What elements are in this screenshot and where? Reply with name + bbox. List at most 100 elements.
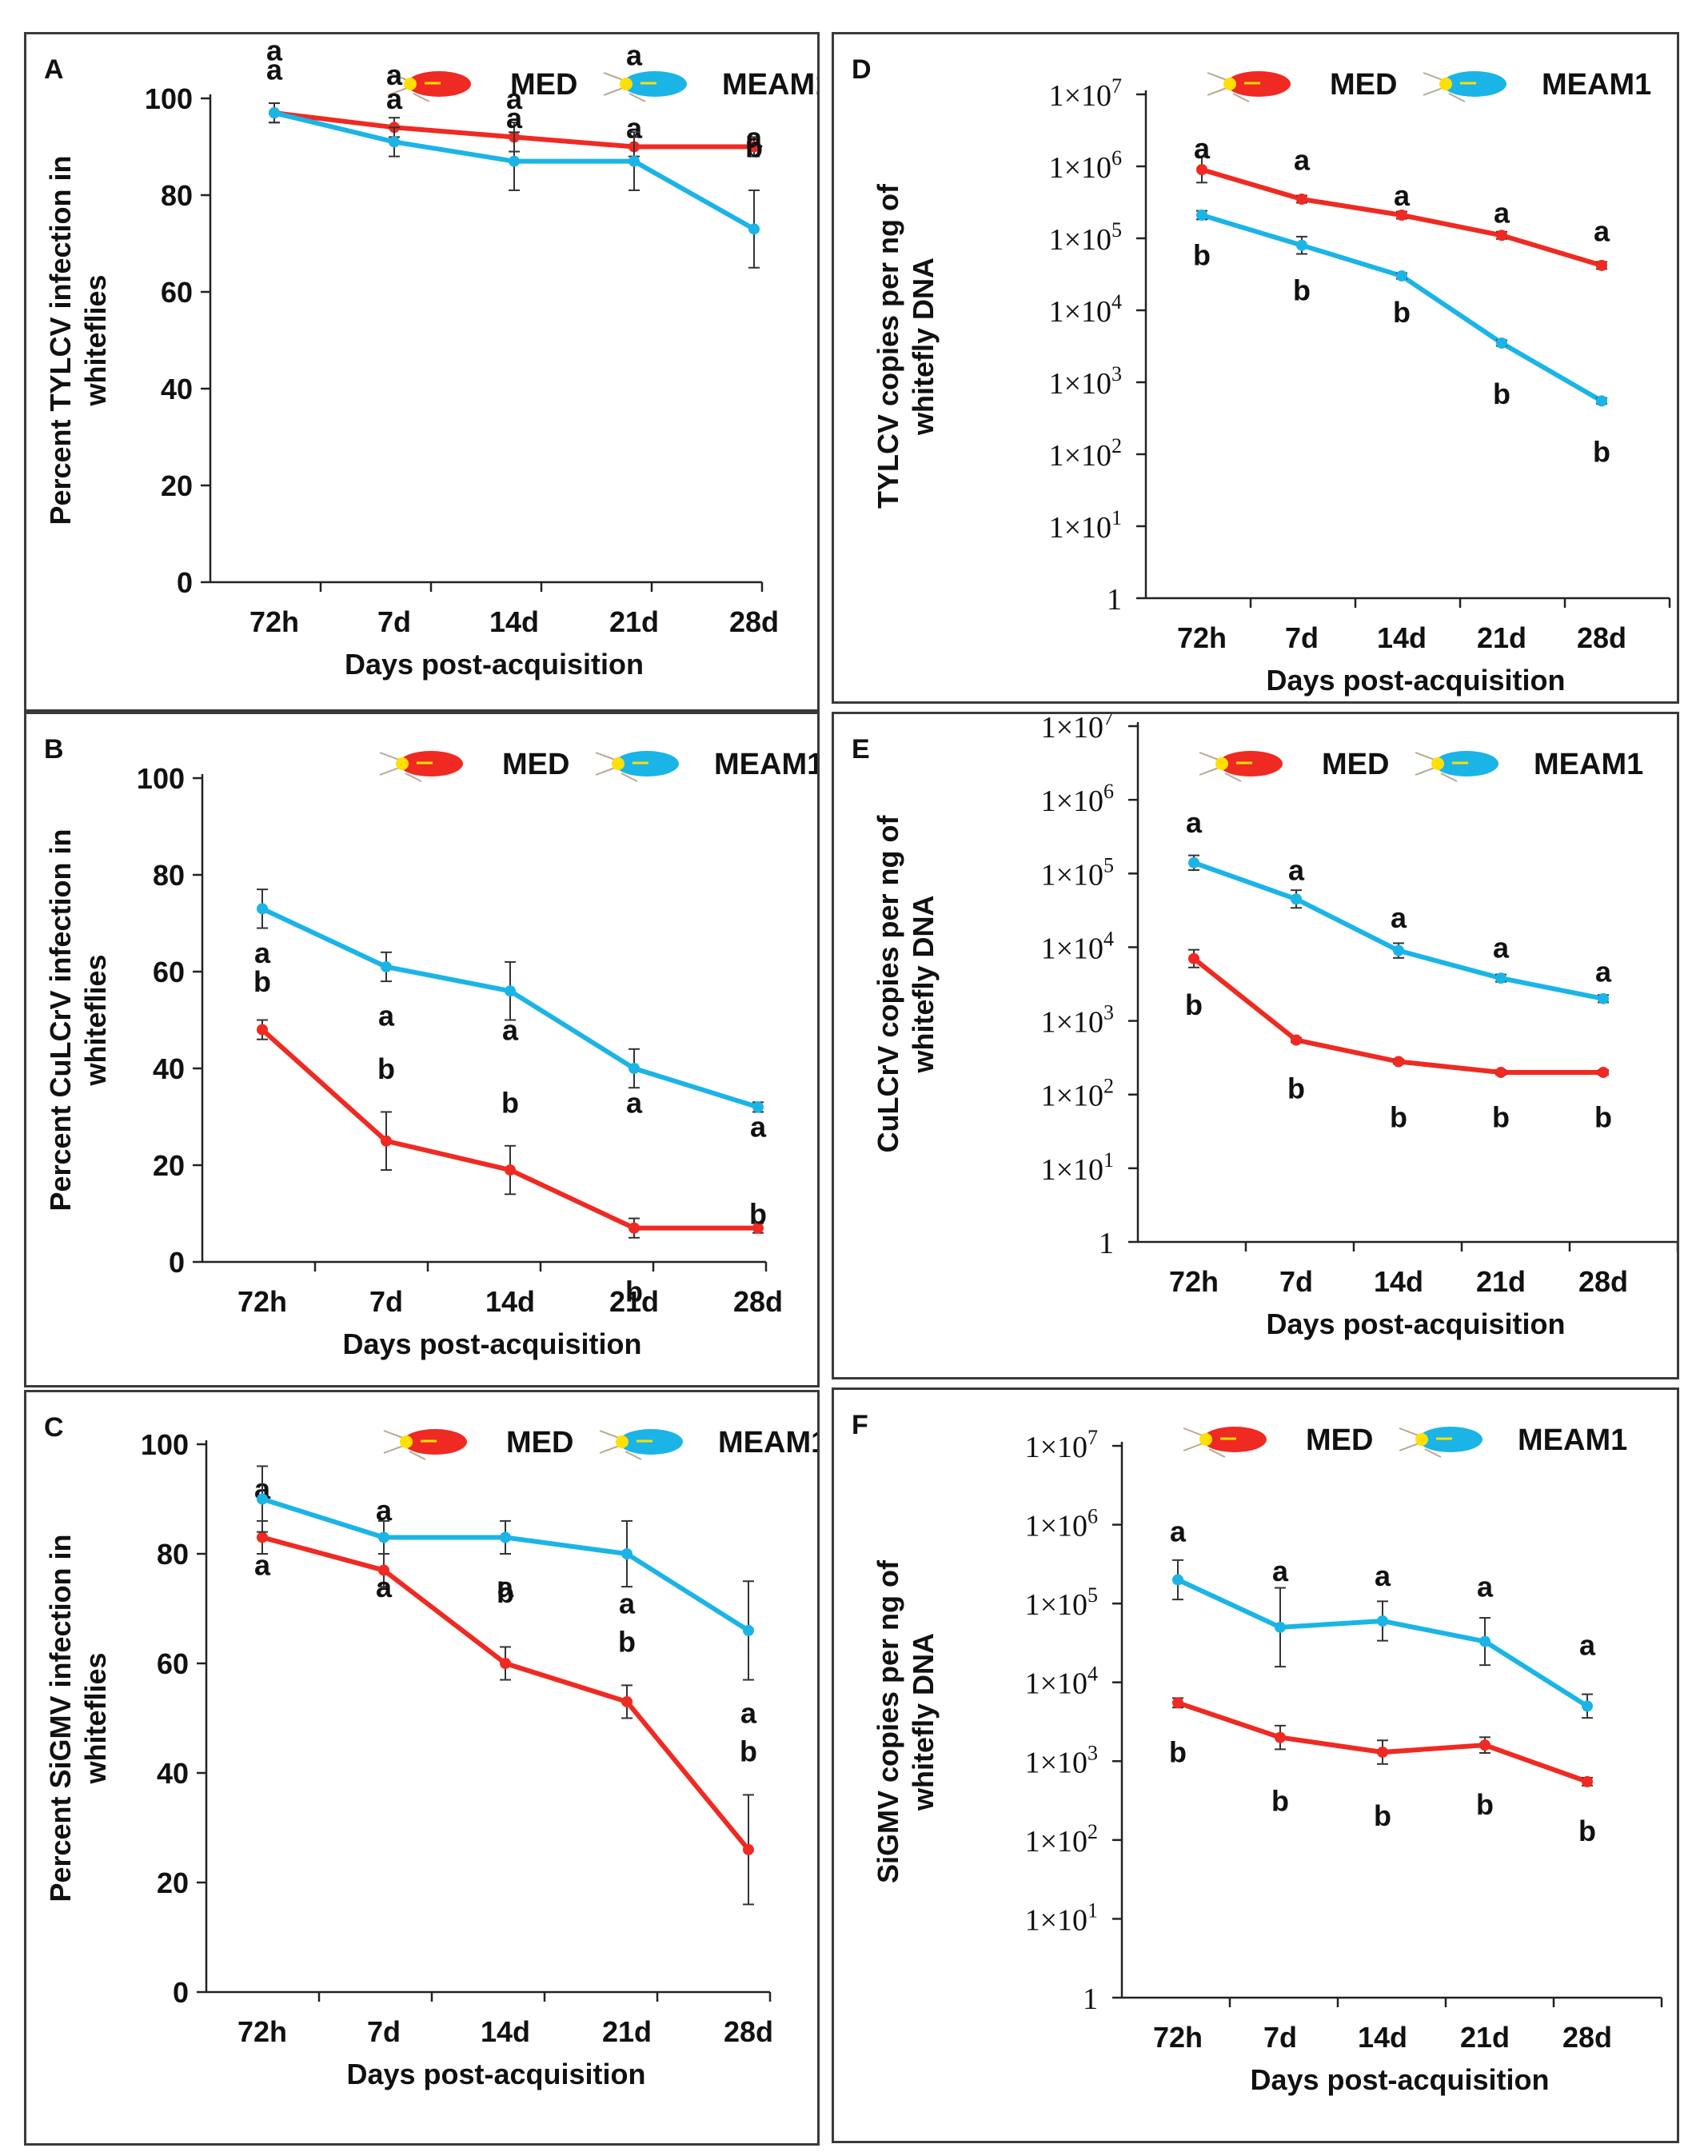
meam1-significance-letter: b <box>1493 377 1510 410</box>
chart-svg: F 1 1×101 1×102 1×103 1×104 1×105 1×106 1×107 72h… <box>852 1410 1663 2096</box>
y-tick-label: 40 <box>153 1052 185 1085</box>
meam1-significance-letter: a <box>1272 1555 1289 1587</box>
legend-meam1-label: MEAM1 <box>722 68 817 102</box>
y-tick-label: 80 <box>157 1538 189 1571</box>
med-significance-letter: b <box>1271 1784 1289 1817</box>
y-axis-title: whiteflies <box>79 274 112 406</box>
med-data-point <box>381 1135 392 1147</box>
med-whitefly-icon <box>1199 751 1283 782</box>
med-data-point <box>378 1564 389 1576</box>
y-tick-label: 1×107 <box>1049 74 1122 113</box>
med-data-point <box>257 1024 268 1036</box>
y-tick-label: 100 <box>145 82 193 115</box>
med-data-point <box>500 1658 511 1669</box>
x-tick-label: 14d <box>489 605 539 638</box>
med-whitefly-icon <box>387 71 471 102</box>
legend-med-label: MED <box>506 1426 573 1459</box>
meam1-whitefly-icon <box>595 751 679 782</box>
med-data-point <box>1479 1739 1491 1751</box>
med-significance-letter: b <box>1185 988 1203 1021</box>
y-tick-label: 0 <box>177 566 193 599</box>
legend-med-label: MED <box>1306 1423 1373 1457</box>
med-significance-letter: b <box>501 1086 519 1119</box>
meam1-data-point <box>500 1531 511 1543</box>
med-data-point <box>752 1222 764 1234</box>
med-significance-letter: a <box>506 102 523 134</box>
meam1-significance-letter: a <box>1595 956 1612 988</box>
x-tick-label: 21d <box>1460 2021 1510 2054</box>
meam1-data-point <box>1596 395 1607 407</box>
med-data-point <box>1296 194 1307 206</box>
x-tick-label: 72h <box>1177 621 1227 654</box>
meam1-significance-letter: a <box>750 1111 767 1144</box>
meam1-significance-letter: a <box>1579 1629 1596 1662</box>
y-tick-label: 1×101 <box>1049 506 1122 545</box>
meam1-data-point <box>505 985 516 997</box>
y-tick-label: 1×103 <box>1049 362 1122 401</box>
legend-meam1-label: MEAM1 <box>1518 1423 1627 1457</box>
legend-med-label: MED <box>510 68 577 102</box>
meam1-data-point <box>1296 239 1307 251</box>
meam1-data-point <box>1479 1635 1491 1647</box>
y-tick-label: 80 <box>161 179 193 212</box>
med-significance-letter: b <box>1169 1735 1187 1768</box>
meam1-significance-letter: a <box>1391 901 1407 934</box>
panel-letter: D <box>852 54 872 85</box>
med-whitefly-icon <box>1183 1427 1267 1458</box>
meam1-data-point <box>748 223 760 235</box>
y-tick-label: 1×103 <box>1041 1001 1114 1040</box>
chart-svg: D 1 1×101 1×102 1×103 1×104 1×105 1×106 1×107 72h… <box>852 54 1671 697</box>
x-tick-label: 21d <box>609 1285 659 1318</box>
meam1-significance-letter: b <box>1293 274 1311 307</box>
med-significance-letter: b <box>618 1626 636 1659</box>
meam1-data-point <box>1396 270 1407 282</box>
panel-c: C 0 20 40 60 80 100 72h 7d 14d 21d 28d Days post-acq… <box>24 1390 820 2146</box>
med-whitefly-icon <box>383 1429 467 1460</box>
med-data-point <box>1291 1034 1302 1046</box>
meam1-significance-letter: a <box>254 1549 271 1582</box>
x-tick-label: 7d <box>369 1285 403 1318</box>
y-tick-label: 1×102 <box>1025 1820 1098 1859</box>
x-tick-label: 14d <box>485 1285 535 1318</box>
y-tick-label: 1×104 <box>1041 927 1114 965</box>
med-data-point <box>1377 1747 1388 1759</box>
y-tick-label: 80 <box>153 859 185 892</box>
meam1-significance-letter: a <box>626 1086 643 1119</box>
meam1-significance-letter: a <box>254 936 271 969</box>
panel-letter: E <box>852 734 870 765</box>
x-axis-title: Days post-acquisition <box>1266 1308 1565 1340</box>
x-tick-label: 28d <box>1577 621 1626 654</box>
med-data-point <box>1275 1731 1286 1743</box>
meam1-data-point <box>389 136 400 148</box>
y-tick-label: 1×105 <box>1025 1583 1098 1622</box>
meam1-data-point <box>1291 893 1302 905</box>
y-axis-title: whiteflies <box>79 1652 112 1784</box>
med-significance-letter: b <box>749 1198 767 1231</box>
x-tick-label: 28d <box>724 2015 773 2048</box>
med-series-line <box>260 1028 758 1231</box>
x-axis-title: Days post-acquisition <box>342 1328 641 1360</box>
x-tick-label: 28d <box>1562 2021 1612 2054</box>
meam1-significance-letter: a <box>506 82 523 115</box>
meam1-significance-letter: a <box>376 1571 393 1603</box>
chart-svg: A 0 20 40 60 80 100 72h 7d 14d 21d 28d Days post-acq… <box>44 34 817 681</box>
med-significance-letter: b <box>1492 1100 1510 1133</box>
y-tick-label: 1×104 <box>1049 290 1122 329</box>
meam1-data-point <box>1582 1700 1593 1712</box>
meam1-data-point <box>269 107 280 119</box>
meam1-data-point <box>743 1624 754 1636</box>
meam1-significance-letter: a <box>1288 853 1305 886</box>
y-tick-label: 1 <box>1083 1982 1098 2016</box>
meam1-significance-letter: a <box>626 39 643 72</box>
y-tick-label: 20 <box>157 1867 189 1899</box>
y-tick-label: 1×102 <box>1041 1075 1114 1113</box>
y-axis-title: Percent TYLCV infection in <box>44 155 77 525</box>
med-significance-letter: a <box>1194 132 1211 165</box>
y-tick-label: 1×104 <box>1025 1663 1098 1701</box>
chart-svg: E 1 1×101 1×102 1×103 1×104 1×105 1×106 1×107 72h… <box>852 714 1677 1340</box>
med-significance-letter: b <box>377 1052 395 1085</box>
legend-meam1-label: MEAM1 <box>714 748 817 781</box>
meam1-whitefly-icon <box>603 71 687 102</box>
legend-meam1-label: MEAM1 <box>718 1426 817 1459</box>
panel-letter: C <box>44 1412 64 1443</box>
